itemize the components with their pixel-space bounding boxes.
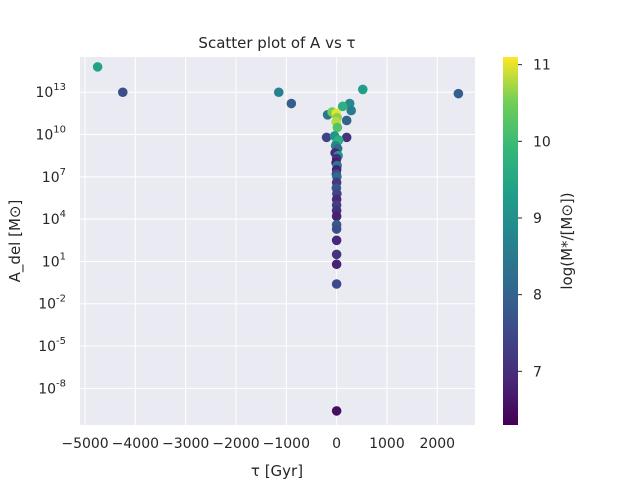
x-tick-label: 1000 [369, 436, 405, 452]
y-axis-label: A_del [M⊙] [6, 200, 25, 283]
data-point [331, 406, 342, 416]
colorbar-tick-label: 8 [533, 288, 542, 304]
x-tick-label: −1000 [263, 436, 310, 452]
data-point [331, 279, 342, 289]
colorbar-tick-label: 10 [533, 134, 551, 150]
x-tick-label: −4000 [112, 436, 159, 452]
colorbar-label: log(M*/[M⊙]) [558, 192, 576, 289]
y-tick-label: 104 [42, 209, 66, 228]
y-tick-label: 101 [42, 251, 66, 270]
data-point [331, 211, 342, 222]
y-tick-label: 10-8 [38, 378, 66, 397]
chart-title: Scatter plot of A vs τ [198, 34, 355, 52]
colorbar-tick-label: 7 [533, 364, 542, 380]
data-point [331, 224, 342, 234]
colorbar [503, 57, 518, 425]
data-point [331, 249, 342, 260]
x-tick-label: −2000 [212, 436, 259, 452]
colorbar-tick-label: 9 [533, 211, 542, 227]
y-tick-labels: 10-8 10-5 10-2 101 104 107 1010 1013 [35, 82, 66, 397]
data-point [331, 259, 342, 270]
y-tick-label: 107 [42, 167, 66, 186]
colorbar-tick-label: 11 [533, 58, 551, 74]
data-point [331, 235, 342, 246]
x-tick-label: 0 [332, 436, 341, 452]
data-point [453, 88, 464, 99]
data-point [117, 87, 128, 98]
data-point [92, 62, 103, 72]
x-tick-label: −3000 [162, 436, 209, 452]
y-tick-label: 1010 [35, 125, 66, 144]
x-tick-label: −5000 [61, 436, 108, 452]
plot-area [80, 57, 475, 425]
data-point [346, 105, 357, 116]
y-gridlines [80, 91, 475, 389]
y-tick-label: 10-5 [38, 336, 66, 355]
data-point [332, 122, 343, 133]
x-tick-labels: −5000 −4000 −3000 −2000 −1000 0 1000 2000 [61, 436, 455, 452]
data-point [286, 98, 297, 109]
data-point [357, 84, 368, 95]
data-point [341, 115, 352, 126]
data-point [273, 87, 284, 98]
x-tick-label: 2000 [419, 436, 455, 452]
data-points [92, 62, 464, 416]
y-tick-label: 1013 [35, 82, 66, 101]
data-point [341, 132, 352, 143]
y-tick-label: 10-2 [38, 294, 66, 313]
data-point [337, 101, 348, 112]
colorbar-ticks: 7 8 9 10 11 [518, 58, 551, 380]
x-axis-label: τ [Gyr] [251, 462, 303, 480]
data-point [321, 132, 332, 143]
